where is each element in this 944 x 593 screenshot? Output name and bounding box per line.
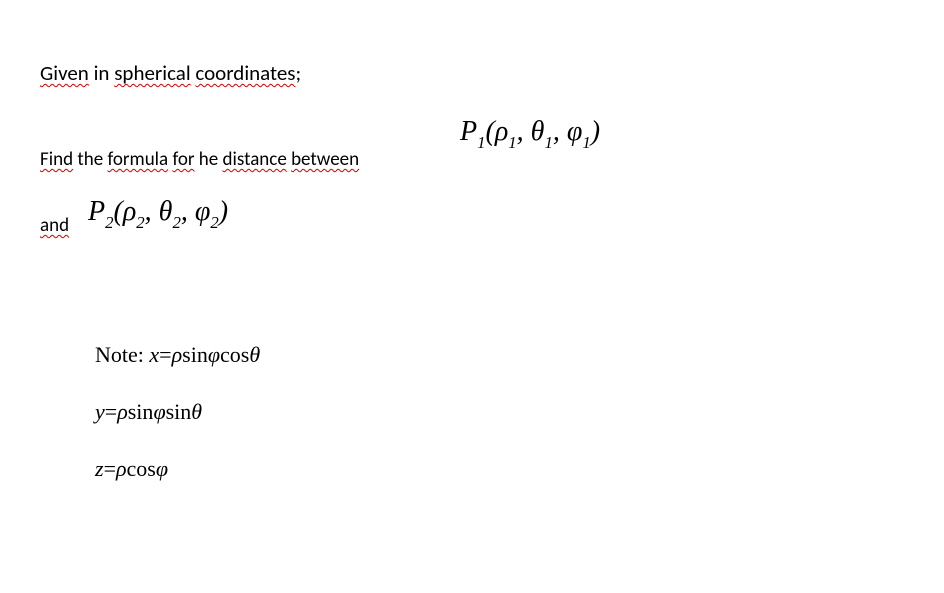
- eq2-phi: φ: [153, 399, 165, 424]
- note-label: Note:: [95, 342, 149, 367]
- word-distance: distance: [223, 148, 287, 171]
- p2-P: P: [88, 196, 105, 227]
- eq2-lhs: y: [95, 399, 105, 424]
- line3-text: and: [40, 214, 69, 237]
- p2-phi: φ: [195, 196, 211, 227]
- word-spherical: spherical: [114, 60, 190, 86]
- p2-rho: ρ: [123, 196, 136, 227]
- heading-line: Given in spherical coordinates;: [40, 60, 904, 86]
- eq1-theta: θ: [249, 342, 260, 367]
- p1-rho-sub: 1: [508, 133, 516, 152]
- line2-container: Find the formula for he distance between…: [40, 126, 904, 196]
- p2-open: (: [114, 196, 123, 227]
- p1-theta: θ: [531, 116, 545, 147]
- document-page: Given in spherical coordinates; Find the…: [0, 0, 944, 593]
- eq2-eq: =: [105, 399, 117, 424]
- eq3-rho: ρ: [116, 456, 127, 481]
- p1-P: P: [460, 116, 477, 147]
- eq1-cos: cos: [220, 342, 249, 367]
- p2-theta-sub: 2: [172, 213, 180, 232]
- eq3-phi: φ: [156, 456, 168, 481]
- p2-expression: P2(ρ2, θ2, φ2): [88, 196, 228, 232]
- word-given: Given: [40, 60, 89, 86]
- word-the: the: [77, 148, 103, 171]
- p1-expression: P1(ρ1, θ1, φ1): [460, 116, 600, 152]
- eq2-sin2: sin: [166, 399, 192, 424]
- word-formula: formula: [107, 148, 168, 171]
- p2-phi-sub: 2: [210, 213, 218, 232]
- word-for: for: [172, 148, 194, 171]
- eq1-lhs: x: [149, 342, 159, 367]
- p1-open: (: [486, 116, 495, 147]
- p2-rho-sub: 2: [136, 213, 144, 232]
- eq3-eq: =: [104, 456, 116, 481]
- word-in: in: [94, 60, 110, 86]
- p2-close: ): [219, 196, 228, 227]
- p1-rho: ρ: [495, 116, 508, 147]
- note-eq2: y=ρsinφsinθ: [95, 383, 904, 440]
- word-find: Find: [40, 148, 73, 171]
- eq1-rho: ρ: [172, 342, 183, 367]
- eq1-sin1: sin: [182, 342, 208, 367]
- word-coordinates: coordinates: [195, 60, 295, 86]
- p1-phi: φ: [567, 116, 583, 147]
- word-and: and: [40, 214, 69, 237]
- p1-comma2: ,: [553, 116, 567, 147]
- eq2-rho: ρ: [117, 399, 128, 424]
- p1-phi-sub: 1: [582, 133, 590, 152]
- p2-theta: θ: [159, 196, 173, 227]
- p1-close: ): [591, 116, 600, 147]
- p2-P-sub: 2: [105, 213, 113, 232]
- p1-theta-sub: 1: [544, 133, 552, 152]
- note-eq3: z=ρcosφ: [95, 440, 904, 497]
- p2-comma1: ,: [145, 196, 159, 227]
- p1-comma1: ,: [517, 116, 531, 147]
- word-between: between: [291, 148, 359, 171]
- eq3-lhs: z: [95, 456, 104, 481]
- p2-comma2: ,: [181, 196, 195, 227]
- line3-container: and P2(ρ2, θ2, φ2): [40, 196, 904, 256]
- notes-block: Note: x=ρsinφcosθ y=ρsinφsinθ z=ρcosφ: [95, 326, 904, 498]
- line2-text: Find the formula for he distance between: [40, 148, 359, 171]
- semicolon: ;: [296, 60, 302, 86]
- word-he: he: [199, 148, 218, 171]
- eq1-eq: =: [159, 342, 171, 367]
- eq2-theta: θ: [191, 399, 202, 424]
- p1-P-sub: 1: [477, 133, 485, 152]
- eq1-phi: φ: [208, 342, 220, 367]
- note-eq1: Note: x=ρsinφcosθ: [95, 326, 904, 383]
- eq3-cos: cos: [127, 456, 156, 481]
- eq2-sin1: sin: [128, 399, 154, 424]
